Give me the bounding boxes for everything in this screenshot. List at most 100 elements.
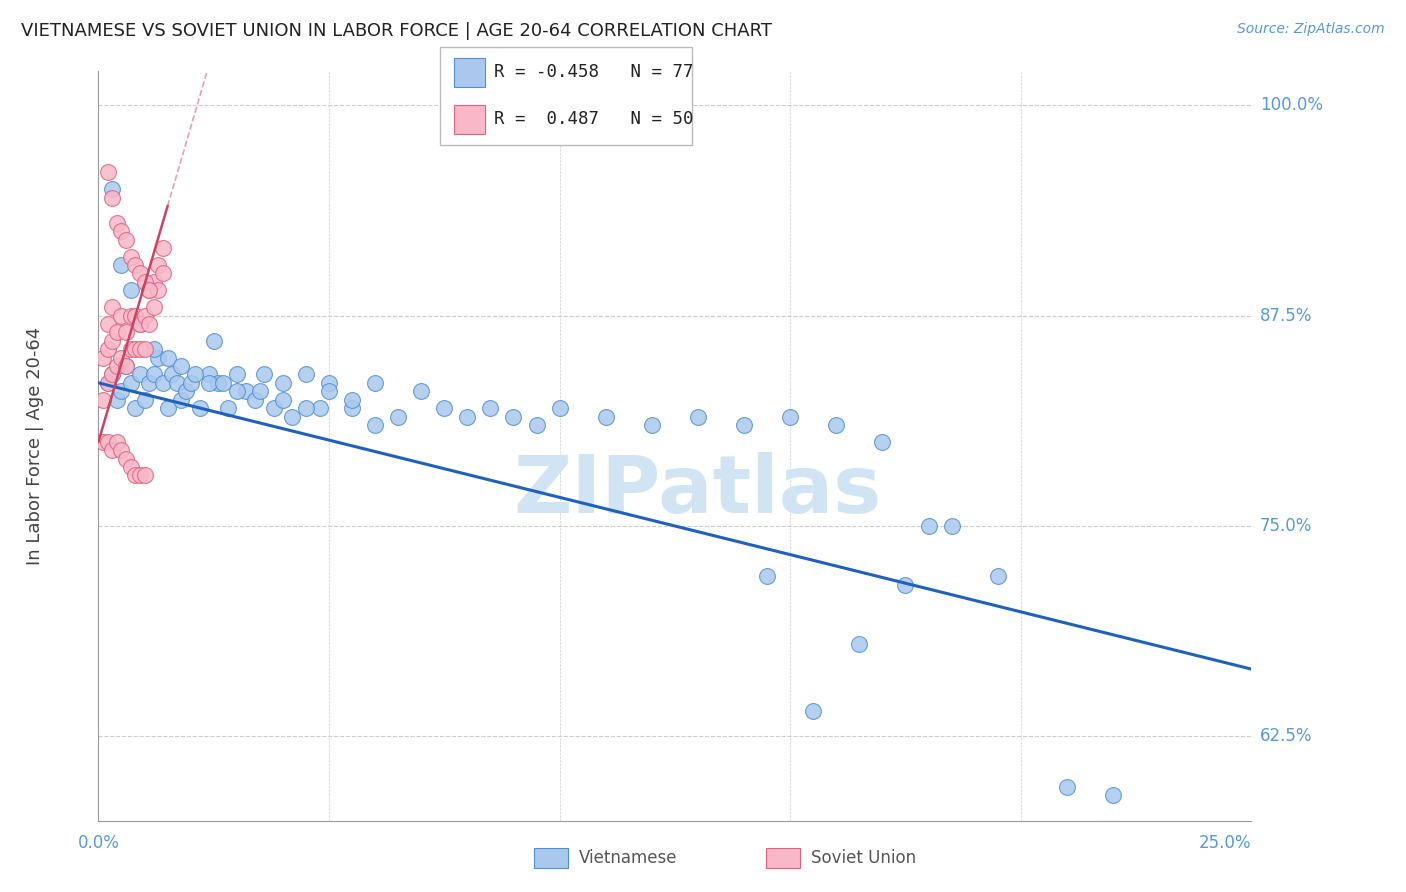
Point	[138, 376, 160, 390]
Point	[170, 359, 193, 373]
Point	[101, 334, 124, 348]
Point	[138, 283, 160, 297]
Point	[124, 342, 146, 356]
Point	[340, 401, 363, 416]
Point	[595, 409, 617, 424]
Point	[212, 376, 235, 390]
Point	[129, 267, 152, 281]
Point	[110, 224, 132, 238]
Point	[97, 434, 120, 449]
Point	[134, 392, 156, 407]
Point	[138, 317, 160, 331]
Point	[235, 384, 257, 399]
Point	[120, 250, 142, 264]
Point	[217, 401, 239, 416]
Point	[124, 258, 146, 272]
Point	[281, 409, 304, 424]
Text: Soviet Union: Soviet Union	[811, 849, 917, 867]
Point	[184, 368, 207, 382]
Point	[97, 317, 120, 331]
Point	[548, 401, 571, 416]
Point	[170, 392, 193, 407]
Point	[134, 468, 156, 483]
Point	[142, 275, 165, 289]
Point	[872, 434, 894, 449]
Point	[91, 392, 114, 407]
Point	[295, 401, 318, 416]
Point	[1102, 789, 1125, 803]
Point	[105, 359, 128, 373]
Point	[387, 409, 409, 424]
Point	[987, 569, 1010, 583]
Point	[148, 258, 170, 272]
Point	[115, 451, 138, 466]
Point	[271, 392, 294, 407]
Point	[756, 569, 779, 583]
Point	[894, 578, 917, 592]
Point	[917, 519, 939, 533]
Point	[101, 300, 124, 314]
Text: 100.0%: 100.0%	[1260, 96, 1323, 114]
Point	[124, 468, 146, 483]
Point	[825, 417, 848, 432]
Point	[129, 317, 152, 331]
Point	[174, 384, 197, 399]
Point	[110, 258, 132, 272]
Point	[101, 182, 124, 196]
Point	[129, 468, 152, 483]
Point	[91, 351, 114, 365]
Text: ZIPatlas: ZIPatlas	[513, 452, 882, 530]
Point	[129, 342, 152, 356]
Point	[641, 417, 664, 432]
Point	[433, 401, 456, 416]
Point	[318, 376, 340, 390]
Point	[120, 309, 142, 323]
Point	[115, 359, 138, 373]
Point	[148, 283, 170, 297]
Point	[105, 326, 128, 340]
Point	[308, 401, 330, 416]
Point	[801, 704, 824, 718]
Point	[105, 216, 128, 230]
Point	[271, 376, 294, 390]
Point	[779, 409, 801, 424]
Text: R = -0.458   N = 77: R = -0.458 N = 77	[494, 63, 693, 81]
Point	[340, 392, 363, 407]
Point	[120, 376, 142, 390]
Point	[120, 342, 142, 356]
Point	[249, 384, 271, 399]
Point	[142, 368, 165, 382]
Text: 0.0%: 0.0%	[77, 834, 120, 852]
Text: In Labor Force | Age 20-64: In Labor Force | Age 20-64	[25, 326, 44, 566]
Point	[941, 519, 963, 533]
Text: Vietnamese: Vietnamese	[579, 849, 678, 867]
Point	[148, 351, 170, 365]
Point	[120, 460, 142, 475]
Text: 62.5%: 62.5%	[1260, 728, 1312, 746]
Point	[91, 434, 114, 449]
Point	[134, 275, 156, 289]
Point	[411, 384, 433, 399]
Point	[129, 368, 152, 382]
Point	[253, 368, 276, 382]
Point	[180, 376, 202, 390]
Point	[120, 283, 142, 297]
Point	[110, 443, 132, 458]
Text: 87.5%: 87.5%	[1260, 307, 1312, 325]
Point	[101, 191, 124, 205]
Point	[134, 309, 156, 323]
Point	[142, 342, 165, 356]
Point	[110, 351, 132, 365]
Point	[124, 401, 146, 416]
Point	[97, 376, 120, 390]
Point	[364, 417, 387, 432]
Point	[733, 417, 755, 432]
Point	[456, 409, 478, 424]
Point	[134, 342, 156, 356]
Point	[152, 376, 174, 390]
Point	[295, 368, 318, 382]
Point	[110, 384, 132, 399]
Text: VIETNAMESE VS SOVIET UNION IN LABOR FORCE | AGE 20-64 CORRELATION CHART: VIETNAMESE VS SOVIET UNION IN LABOR FORC…	[21, 22, 772, 40]
Text: 25.0%: 25.0%	[1199, 834, 1251, 852]
Point	[686, 409, 709, 424]
